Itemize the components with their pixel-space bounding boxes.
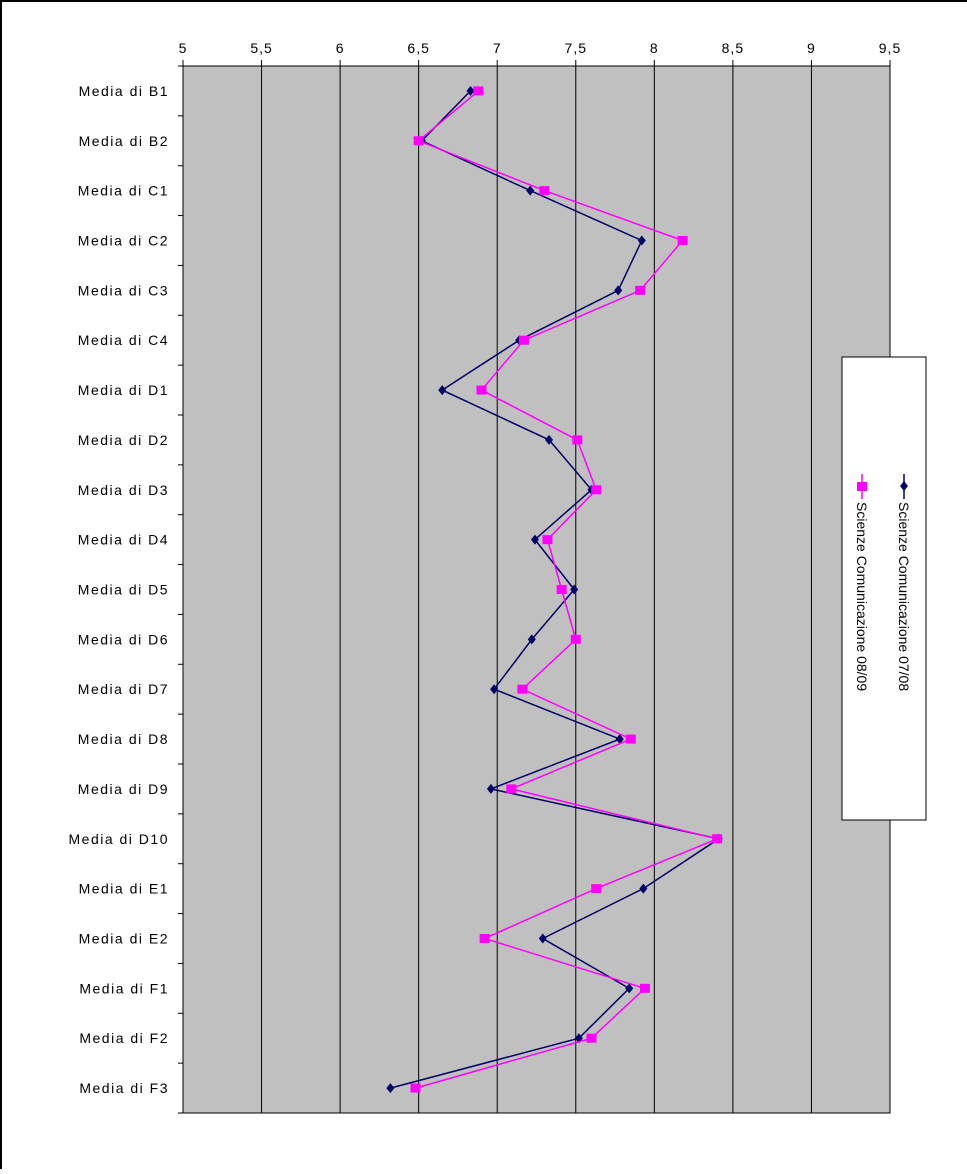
legend-label: Scienze Comunicazione 08/09 bbox=[854, 502, 870, 691]
data-point bbox=[526, 185, 535, 196]
data-point bbox=[570, 634, 581, 644]
legend-label: Scienze Comunicazione 07/08 bbox=[896, 502, 912, 691]
category-label: Media di C4 bbox=[78, 332, 169, 348]
data-point bbox=[570, 584, 579, 595]
category-label: Media di D8 bbox=[78, 731, 169, 747]
x-tick-label: 5 bbox=[179, 40, 188, 56]
data-point bbox=[438, 385, 447, 396]
series-layer bbox=[386, 85, 723, 1094]
x-tick-label: 9,5 bbox=[879, 40, 901, 56]
data-point bbox=[413, 136, 424, 146]
plot-background bbox=[182, 65, 891, 1114]
x-tick-label: 8 bbox=[650, 40, 659, 56]
data-point bbox=[518, 335, 529, 345]
category-label: Media di C3 bbox=[78, 282, 169, 298]
data-point bbox=[386, 1083, 395, 1094]
data-point bbox=[539, 186, 550, 196]
data-point bbox=[572, 435, 583, 445]
plot-area bbox=[182, 65, 891, 1114]
data-point bbox=[517, 684, 528, 694]
data-point bbox=[615, 734, 624, 745]
category-label: Media di C2 bbox=[78, 233, 169, 249]
data-point bbox=[490, 684, 499, 695]
category-label: Media di E1 bbox=[79, 881, 169, 897]
category-label: Media di B2 bbox=[79, 133, 169, 149]
category-label: Media di D7 bbox=[78, 681, 169, 697]
data-point bbox=[527, 634, 536, 645]
data-point bbox=[586, 1033, 597, 1043]
x-tick-label: 8,5 bbox=[722, 40, 744, 56]
legend: Scienze Comunicazione 07/08 Scienze Comun… bbox=[841, 356, 927, 821]
data-point bbox=[639, 883, 648, 894]
data-point bbox=[677, 236, 688, 245]
data-point bbox=[556, 585, 567, 594]
data-point bbox=[466, 85, 475, 96]
x-tick-label: 7 bbox=[493, 40, 502, 56]
data-point bbox=[506, 784, 517, 794]
legend-entry-1: Scienze Comunicazione 07/08 bbox=[896, 474, 912, 691]
category-label: Media di F3 bbox=[79, 1080, 169, 1096]
category-label: Media di D10 bbox=[69, 831, 170, 847]
data-point bbox=[635, 285, 646, 295]
y-axis-labels: Media di B1 Media di B2 Media di C1 Media d… bbox=[69, 65, 184, 1114]
x-tick-label: 6,5 bbox=[407, 40, 429, 56]
data-point bbox=[473, 86, 484, 96]
data-point bbox=[591, 485, 602, 495]
data-point bbox=[476, 385, 487, 395]
legend-marker bbox=[900, 481, 908, 491]
legend-box bbox=[841, 356, 927, 821]
data-point bbox=[625, 983, 634, 994]
category-label: Media di F2 bbox=[79, 1030, 169, 1046]
x-tick-label: 9 bbox=[807, 40, 816, 56]
data-point bbox=[591, 884, 602, 894]
category-label: Media di D9 bbox=[78, 781, 169, 797]
legend-entry-2: Scienze Comunicazione 08/09 bbox=[854, 474, 870, 691]
category-label: Media di C1 bbox=[78, 183, 169, 199]
category-label: Media di D4 bbox=[78, 532, 169, 548]
x-tick-label: 6 bbox=[336, 40, 345, 56]
x-axis-ticks: 5 5,5 6 6,5 7 7,5 8 8,5 9 9,5 bbox=[179, 40, 901, 66]
data-point bbox=[712, 834, 723, 844]
data-point bbox=[625, 734, 636, 744]
category-label: Media di B1 bbox=[79, 83, 169, 99]
data-point bbox=[542, 535, 553, 545]
data-point bbox=[410, 1083, 421, 1093]
category-label: Media di D5 bbox=[78, 582, 169, 598]
data-point bbox=[637, 235, 646, 246]
category-label: Media di D3 bbox=[78, 482, 169, 498]
x-tick-label: 5,5 bbox=[250, 40, 272, 56]
category-label: Media di D1 bbox=[78, 382, 169, 398]
data-point bbox=[530, 534, 539, 545]
data-point bbox=[538, 933, 547, 944]
series-2 bbox=[410, 86, 723, 1093]
data-point bbox=[639, 983, 650, 993]
data-point bbox=[486, 783, 495, 794]
data-point bbox=[614, 285, 623, 296]
category-label: Media di F1 bbox=[79, 980, 169, 996]
category-label: Media di D6 bbox=[78, 631, 169, 647]
legend-marker bbox=[857, 482, 867, 491]
category-label: Media di D2 bbox=[78, 432, 169, 448]
data-point bbox=[545, 434, 554, 445]
x-tick-label: 7,5 bbox=[565, 40, 587, 56]
category-label: Media di E2 bbox=[79, 931, 169, 947]
data-point bbox=[479, 934, 490, 943]
